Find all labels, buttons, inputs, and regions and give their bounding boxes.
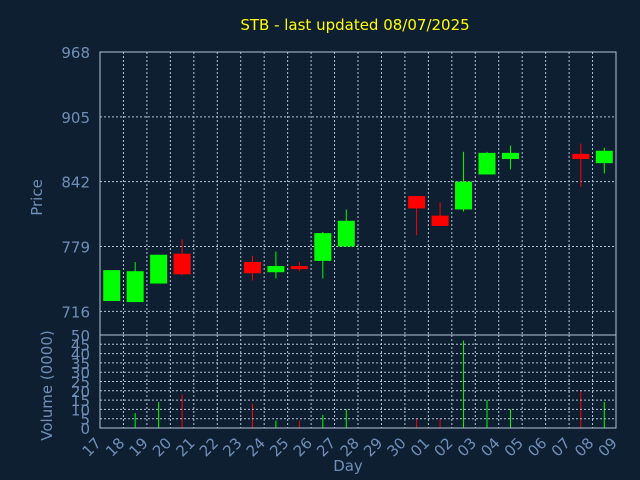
candle-body xyxy=(126,271,144,303)
x-tick-label: 30 xyxy=(384,434,410,460)
candle-body xyxy=(501,152,519,160)
candle-body xyxy=(150,254,168,284)
volume-tick-label: 0 xyxy=(80,420,90,438)
x-tick-label: 20 xyxy=(149,434,175,460)
volume-axis-label: Volume (0000) xyxy=(38,330,56,440)
price-axis-label: Price xyxy=(28,179,46,216)
x-tick-label: 21 xyxy=(172,434,198,460)
candle-body xyxy=(337,220,355,247)
price-tick-label: 842 xyxy=(61,174,90,192)
price-tick-label: 905 xyxy=(61,109,90,127)
volume-tick-label: 15 xyxy=(71,392,90,410)
volume-tick-label: 20 xyxy=(71,383,90,401)
x-tick-label: 29 xyxy=(360,434,386,460)
x-tick-label: 02 xyxy=(430,434,456,460)
chart-title: STB - last updated 08/07/2025 xyxy=(240,16,469,34)
candle-body xyxy=(595,150,613,164)
x-tick-label: 22 xyxy=(196,434,222,460)
x-tick-label: 07 xyxy=(548,434,574,460)
x-tick-label: 17 xyxy=(79,434,105,460)
volume-tick-label: 50 xyxy=(71,327,90,345)
x-tick-label: 08 xyxy=(571,434,597,460)
x-tick-label: 06 xyxy=(524,434,550,460)
volume-tick-label: 25 xyxy=(71,374,90,392)
candle-body xyxy=(478,152,496,175)
price-panel: 716 779 842 905 968 Price xyxy=(28,44,617,336)
x-tick-label: 19 xyxy=(126,434,152,460)
candle-body xyxy=(267,266,285,273)
candle-body xyxy=(173,253,191,275)
candle-body xyxy=(408,196,426,209)
candle-body xyxy=(290,266,308,270)
x-tick-label: 01 xyxy=(407,434,433,460)
volume-tick-label: 35 xyxy=(71,355,90,373)
x-axis: 1718192021222324252627282930010203040506… xyxy=(79,434,621,475)
volume-tick-label: 45 xyxy=(71,336,90,354)
candle-body xyxy=(455,181,473,210)
x-tick-label: 25 xyxy=(266,434,292,460)
x-tick-label: 24 xyxy=(243,434,269,460)
x-tick-label: 04 xyxy=(477,434,503,460)
x-tick-label: 09 xyxy=(595,434,621,460)
x-tick-label: 05 xyxy=(501,434,527,460)
candle-body xyxy=(243,261,261,274)
x-tick-label: 23 xyxy=(219,434,245,460)
candle-body xyxy=(103,270,121,302)
x-tick-label: 03 xyxy=(454,434,480,460)
price-tick-label: 779 xyxy=(61,238,90,256)
candle-body xyxy=(431,215,449,226)
x-axis-label: Day xyxy=(333,457,363,475)
candle-body xyxy=(314,233,332,261)
volume-tick-label: 5 xyxy=(80,411,90,429)
candle-body xyxy=(572,153,590,160)
price-tick-label: 968 xyxy=(61,44,90,62)
x-tick-label: 18 xyxy=(102,434,128,460)
price-tick-label: 716 xyxy=(61,303,90,321)
x-tick-label: 26 xyxy=(290,434,316,460)
volume-tick-label: 40 xyxy=(71,346,90,364)
volume-tick-label: 10 xyxy=(71,401,90,419)
volume-tick-label: 30 xyxy=(71,364,90,382)
volume-frame xyxy=(99,334,617,429)
